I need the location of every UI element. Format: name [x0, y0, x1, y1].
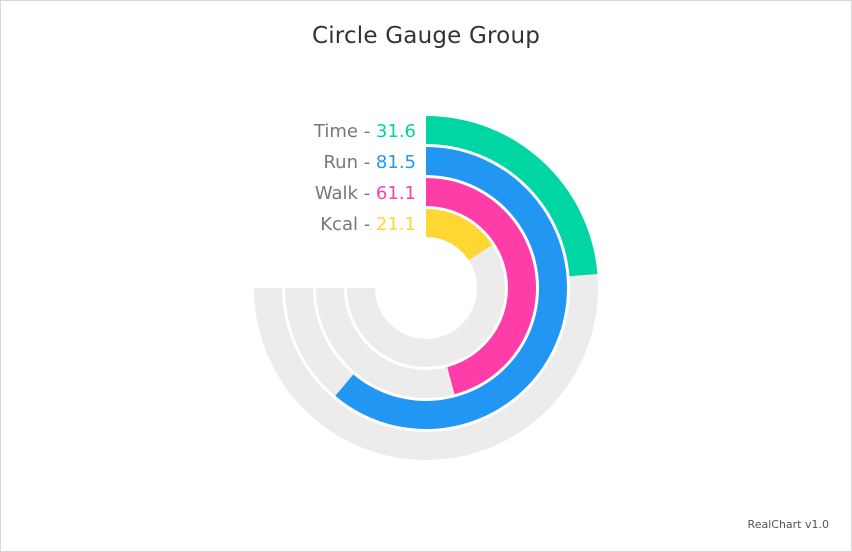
gauge-bar-kcal[interactable] — [426, 209, 493, 261]
gauge-label-name-walk: Walk - — [315, 183, 376, 204]
gauge-label-value-time: 31.6 — [376, 121, 416, 142]
gauge-bars — [335, 116, 598, 429]
gauge-bar-time[interactable] — [426, 116, 598, 277]
gauge-label-run: Run - 81.5 — [323, 152, 416, 173]
gauge-label-name-kcal: Kcal - — [320, 214, 376, 235]
gauge-label-value-kcal: 21.1 — [376, 214, 416, 235]
gauge-label-time: Time - 31.6 — [313, 121, 416, 142]
gauge-label-name-time: Time - — [313, 121, 376, 142]
gauge-label-walk: Walk - 61.1 — [315, 183, 416, 204]
gauge-label-name-run: Run - — [323, 152, 375, 173]
credit-label: RealChart v1.0 — [747, 518, 829, 531]
chart-title: Circle Gauge Group — [311, 23, 541, 49]
gauge-label-value-walk: 61.1 — [376, 183, 416, 204]
gauge-bar-run[interactable] — [335, 147, 568, 429]
gauge-label-kcal: Kcal - 21.1 — [320, 214, 416, 235]
gauge-label-value-run: 81.5 — [376, 152, 416, 173]
gauge-bar-walk[interactable] — [426, 178, 537, 395]
